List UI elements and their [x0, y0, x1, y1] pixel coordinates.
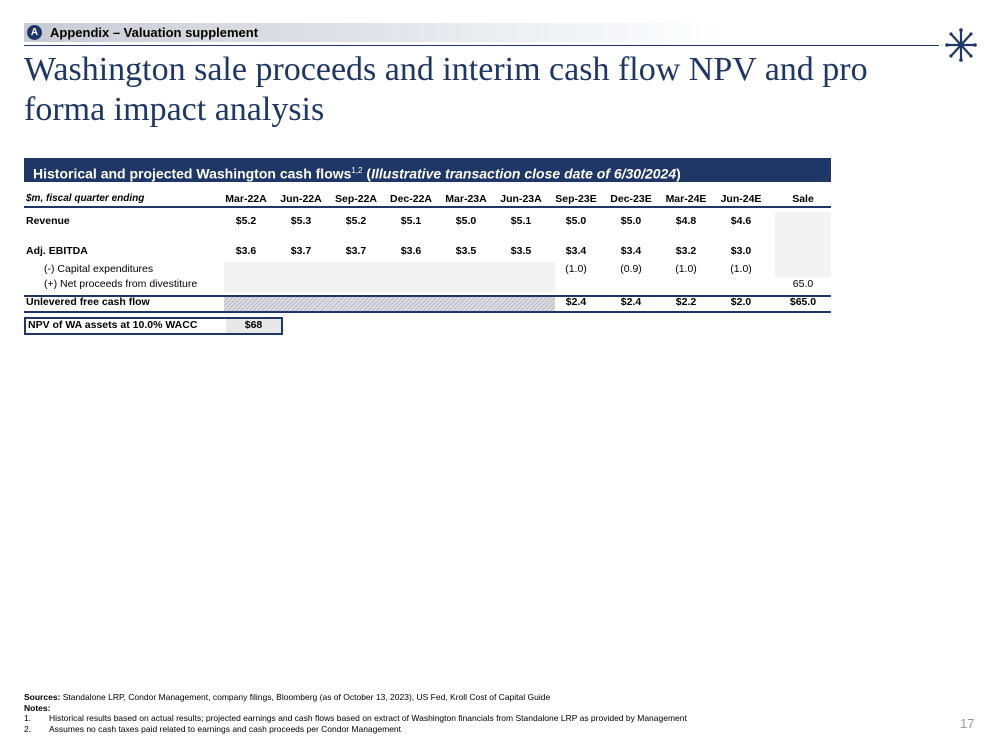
column-header: Dec-23E [610, 193, 652, 205]
footnotes: Sources: Standalone LRP, Condor Manageme… [24, 692, 924, 734]
row-label: (+) Net proceeds from divestiture [44, 278, 198, 290]
column-header: Sale [792, 193, 814, 205]
shade-sale-column [775, 212, 831, 277]
npv-box: NPV of WA assets at 10.0% WACC $68 [24, 317, 283, 335]
shade-historical-capex [224, 262, 555, 292]
table-cell: $4.8 [675, 215, 697, 227]
table-cell: $3.4 [565, 245, 587, 257]
table-cell: $5.0 [565, 215, 587, 227]
table-cell: $3.6 [235, 245, 257, 257]
column-header: Dec-22A [389, 193, 433, 205]
table-cell: 65.0 [792, 278, 814, 290]
table-cell: $5.1 [400, 215, 422, 227]
total-row-label: Unlevered free cash flow [26, 296, 150, 308]
table-cell: $5.0 [455, 215, 477, 227]
total-cell: $2.2 [675, 296, 697, 308]
column-header: Mar-22A [225, 193, 267, 205]
total-cell: $2.4 [620, 296, 642, 308]
table-header-title: Historical and projected Washington cash… [33, 165, 352, 182]
table-cell: $3.2 [675, 245, 697, 257]
page-number: 17 [960, 716, 975, 731]
row-label: Adj. EBITDA [26, 245, 88, 257]
sources-line: Sources: Standalone LRP, Condor Manageme… [24, 692, 924, 703]
npv-value: $68 [226, 319, 281, 333]
table-cell: (0.9) [620, 263, 642, 275]
table-header-note: Illustrative transaction close date of 6… [371, 165, 677, 182]
section-badge: A [27, 25, 42, 40]
sources-text: Standalone LRP, Condor Management, compa… [62, 692, 551, 702]
column-header: Jun-23A [500, 193, 542, 205]
note-item: 2. Assumes no cash taxes paid related to … [24, 723, 402, 734]
column-header: Jun-24E [720, 193, 762, 205]
table-cell: $3.5 [510, 245, 532, 257]
units-label: $m, fiscal quarter ending [26, 193, 145, 204]
table-cell: $5.0 [620, 215, 642, 227]
note-item: 1. Historical results based on actual res… [24, 713, 687, 723]
total-row [24, 295, 831, 313]
section-bar [24, 23, 724, 42]
row-label: Revenue [26, 215, 70, 227]
column-header: Sep-22A [334, 193, 377, 205]
column-header: Jun-22A [280, 193, 322, 205]
column-header: Sep-23E [555, 193, 597, 205]
header-rule [24, 45, 939, 46]
table-cell: $3.0 [730, 245, 752, 257]
column-header: Mar-23A [445, 193, 487, 205]
table-cell: $3.6 [400, 245, 422, 257]
total-row-hatch [224, 297, 555, 311]
table-cell: (1.0) [565, 263, 587, 275]
table-cell: $5.2 [235, 215, 257, 227]
table-cell: $5.3 [290, 215, 312, 227]
table-cell: $3.7 [290, 245, 312, 257]
total-cell: $2.4 [565, 296, 587, 308]
total-cell: $2.0 [730, 296, 752, 308]
starburst-logo-icon [945, 28, 977, 62]
page-title: Washington sale proceeds and interim cas… [24, 51, 868, 128]
row-label: (-) Capital expenditures [44, 263, 154, 275]
column-header-rule [24, 206, 831, 208]
table-header: Historical and projected Washington cash… [24, 158, 831, 182]
section-label: Appendix – Valuation supplement [50, 25, 259, 40]
table-cell: $3.7 [345, 245, 367, 257]
npv-label: NPV of WA assets at 10.0% WACC [28, 319, 198, 331]
total-cell: $65.0 [789, 296, 817, 308]
table-cell: $5.2 [345, 215, 367, 227]
table-header-superscript: 1,2 [351, 166, 363, 175]
column-header: Mar-24E [665, 193, 707, 205]
table-cell: $3.5 [455, 245, 477, 257]
table-cell: $3.4 [620, 245, 642, 257]
table-cell: $5.1 [510, 215, 532, 227]
table-cell: $4.6 [730, 215, 752, 227]
sources-label: Sources: [24, 692, 61, 702]
table-cell: (1.0) [675, 263, 697, 275]
column-header-row: $m, fiscal quarter ending [24, 190, 831, 206]
table-cell: (1.0) [730, 263, 752, 275]
notes-label: Notes: [24, 702, 51, 713]
